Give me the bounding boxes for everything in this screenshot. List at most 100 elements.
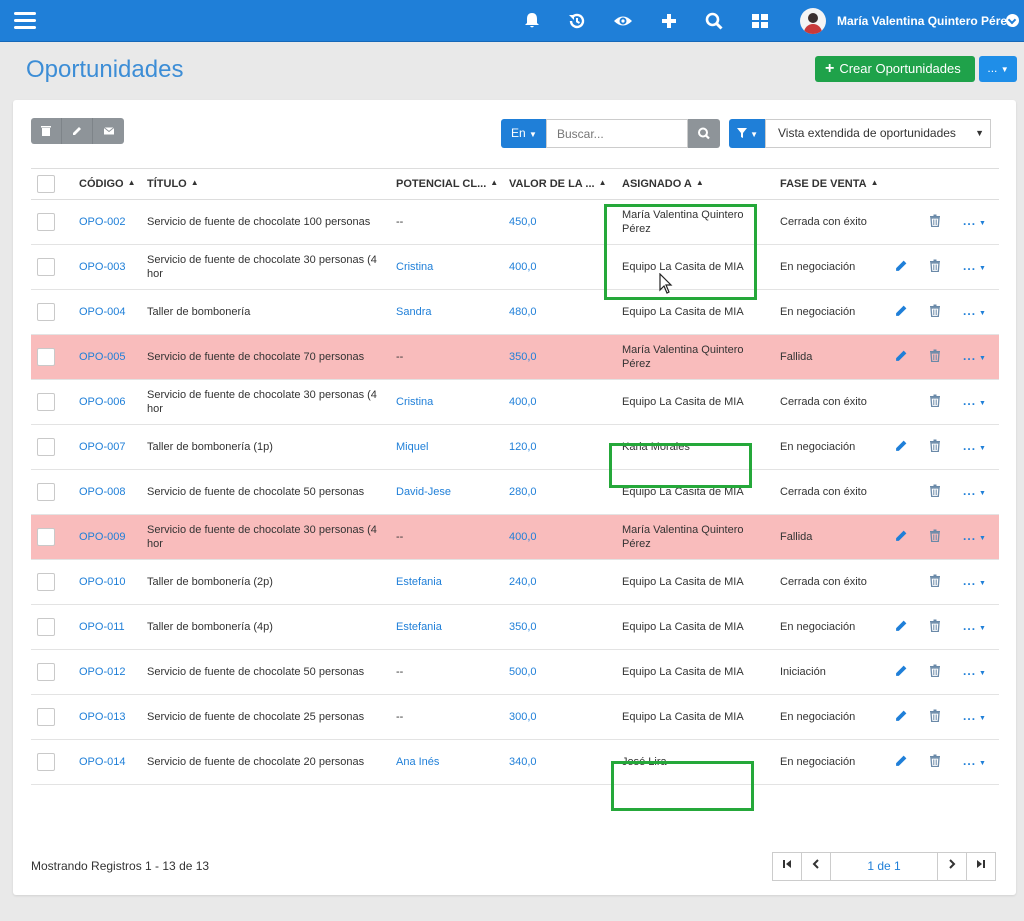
opportunity-code-link[interactable]: OPO-005 [79,351,126,363]
row-actions-menu[interactable]: ... ▼ [963,753,987,768]
row-actions-menu[interactable]: ... ▼ [963,573,987,588]
table-row[interactable]: OPO-006 Servicio de fuente de chocolate 3… [31,379,999,425]
trash-icon[interactable] [929,484,941,497]
row-checkbox[interactable] [37,393,55,411]
opportunity-code-link[interactable]: OPO-006 [79,396,126,408]
pencil-icon[interactable] [895,709,908,722]
table-row[interactable]: OPO-009 Servicio de fuente de chocolate 3… [31,514,999,560]
opportunity-value-link[interactable]: 400,0 [509,531,537,543]
hamburger-menu-icon[interactable] [14,12,36,30]
client-link[interactable]: Ana Inés [396,756,440,768]
row-actions-menu[interactable]: ... ▼ [963,303,987,318]
filter-button[interactable]: ▼ [729,119,765,148]
row-checkbox[interactable] [37,663,55,681]
opportunity-value-link[interactable]: 400,0 [509,261,537,273]
row-checkbox[interactable] [37,438,55,456]
row-checkbox[interactable] [37,213,55,231]
bulk-email-button[interactable] [93,118,124,144]
bulk-delete-button[interactable] [31,118,62,144]
row-actions-menu[interactable]: ... ▼ [963,213,987,228]
opportunity-value-link[interactable]: 340,0 [509,756,537,768]
client-link[interactable]: David-Jese [396,486,452,498]
row-actions-menu[interactable]: ... ▼ [963,618,987,633]
opportunity-value-link[interactable]: 450,0 [509,216,537,228]
table-row[interactable]: OPO-012 Servicio de fuente de chocolate 5… [31,649,999,695]
opportunity-code-link[interactable]: OPO-007 [79,441,126,453]
row-checkbox[interactable] [37,573,55,591]
column-header-stage[interactable]: FASE DE VENTA ▲ [774,168,884,200]
row-checkbox[interactable] [37,303,55,321]
row-actions-menu[interactable]: ... ▼ [963,393,987,408]
eye-icon[interactable] [613,11,633,31]
row-checkbox[interactable] [37,753,55,771]
trash-icon[interactable] [929,619,941,632]
row-checkbox[interactable] [37,348,55,366]
column-header-code[interactable]: CÓDIGO ▲ [73,168,141,200]
pencil-icon[interactable] [895,349,908,362]
client-link[interactable]: Cristina [396,396,434,408]
select-all-checkbox[interactable] [37,175,55,193]
column-header-value[interactable]: VALOR DE LA ... ▲ [503,168,616,200]
plus-icon[interactable] [659,11,679,31]
opportunity-code-link[interactable]: OPO-014 [79,756,126,768]
avatar[interactable] [800,8,826,34]
opportunity-value-link[interactable]: 350,0 [509,621,537,633]
table-row[interactable]: OPO-010 Taller de bombonería (2p) Estefani… [31,559,999,605]
table-row[interactable]: OPO-002 Servicio de fuente de chocolate 1… [31,199,999,245]
opportunity-value-link[interactable]: 280,0 [509,486,537,498]
trash-icon[interactable] [929,439,941,452]
search-button[interactable] [688,119,720,148]
row-actions-menu[interactable]: ... ▼ [963,438,987,453]
row-actions-menu[interactable]: ... ▼ [963,258,987,273]
trash-icon[interactable] [929,664,941,677]
client-link[interactable]: Estefania [396,621,442,633]
trash-icon[interactable] [929,574,941,587]
trash-icon[interactable] [929,214,941,227]
opportunity-value-link[interactable]: 240,0 [509,576,537,588]
bell-icon[interactable] [522,11,542,31]
table-row[interactable]: OPO-007 Taller de bombonería (1p) Miquel 12… [31,424,999,470]
client-link[interactable]: Estefania [396,576,442,588]
opportunity-value-link[interactable]: 120,0 [509,441,537,453]
pencil-icon[interactable] [895,619,908,632]
opportunity-code-link[interactable]: OPO-010 [79,576,126,588]
opportunity-value-link[interactable]: 480,0 [509,306,537,318]
next-page-button[interactable] [937,852,967,881]
more-actions-button[interactable]: ... ▼ [979,56,1017,82]
bulk-edit-button[interactable] [62,118,93,144]
opportunity-value-link[interactable]: 500,0 [509,666,537,678]
first-page-button[interactable] [772,852,802,881]
opportunity-code-link[interactable]: OPO-002 [79,216,126,228]
grid-icon[interactable] [750,11,770,31]
row-checkbox[interactable] [37,483,55,501]
chevron-down-icon[interactable] [1006,14,1019,27]
trash-icon[interactable] [929,394,941,407]
column-header-client[interactable]: POTENCIAL CL... ▲ [390,168,503,200]
create-opportunity-button[interactable]: + Crear Oportunidades [815,56,975,82]
previous-page-button[interactable] [801,852,831,881]
column-header-title[interactable]: TÍTULO ▲ [141,168,390,200]
opportunity-code-link[interactable]: OPO-009 [79,531,126,543]
table-row[interactable]: OPO-008 Servicio de fuente de chocolate 5… [31,469,999,515]
client-link[interactable]: Cristina [396,261,434,273]
search-icon[interactable] [704,11,724,31]
trash-icon[interactable] [929,304,941,317]
pencil-icon[interactable] [895,529,908,542]
pencil-icon[interactable] [895,304,908,317]
opportunity-value-link[interactable]: 300,0 [509,711,537,723]
row-checkbox[interactable] [37,258,55,276]
opportunity-code-link[interactable]: OPO-003 [79,261,126,273]
client-link[interactable]: Miquel [396,441,429,453]
table-row[interactable]: OPO-003 Servicio de fuente de chocolate 3… [31,244,999,290]
trash-icon[interactable] [929,349,941,362]
last-page-button[interactable] [966,852,996,881]
table-row[interactable]: OPO-013 Servicio de fuente de chocolate 2… [31,694,999,740]
opportunity-value-link[interactable]: 400,0 [509,396,537,408]
client-link[interactable]: Sandra [396,306,432,318]
row-actions-menu[interactable]: ... ▼ [963,708,987,723]
trash-icon[interactable] [929,709,941,722]
language-filter-button[interactable]: En ▼ [501,119,547,148]
row-checkbox[interactable] [37,528,55,546]
row-checkbox[interactable] [37,708,55,726]
trash-icon[interactable] [929,259,941,272]
